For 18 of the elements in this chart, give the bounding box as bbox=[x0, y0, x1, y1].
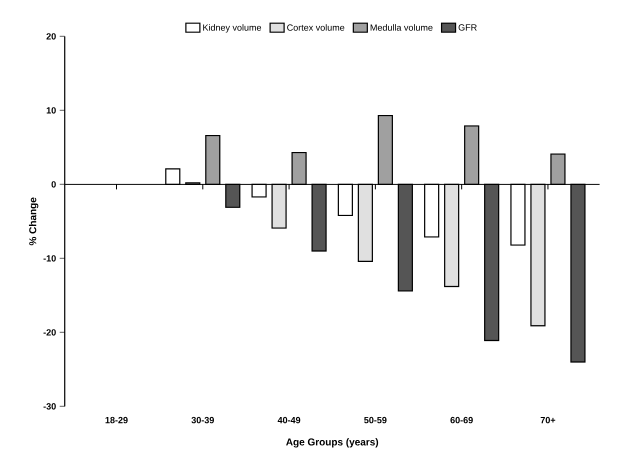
y-tick-label: 20 bbox=[46, 33, 56, 40]
y-axis-title: % Change bbox=[28, 198, 38, 246]
y-tick-label: -10 bbox=[44, 255, 56, 262]
y-tick-label: -30 bbox=[44, 403, 56, 410]
x-axis-title: Age Groups (years) bbox=[286, 438, 378, 448]
legend-label: Medulla volume bbox=[370, 24, 433, 31]
y-tick-label: 10 bbox=[46, 107, 56, 114]
x-tick-label: 18-29 bbox=[106, 416, 128, 424]
legend-label: Cortex volume bbox=[287, 24, 344, 31]
x-tick-label: 50-59 bbox=[364, 416, 387, 424]
y-tick-label: 0 bbox=[52, 181, 56, 188]
x-tick-label: 60-69 bbox=[450, 416, 473, 424]
x-tick-label: 30-39 bbox=[191, 416, 214, 424]
y-tick-label: -20 bbox=[44, 329, 56, 336]
x-tick-label: 70+ bbox=[540, 416, 556, 424]
legend-label: GFR bbox=[458, 24, 477, 31]
legend-label: Kidney volume bbox=[203, 24, 262, 33]
x-tick-label: 40-49 bbox=[278, 416, 300, 424]
